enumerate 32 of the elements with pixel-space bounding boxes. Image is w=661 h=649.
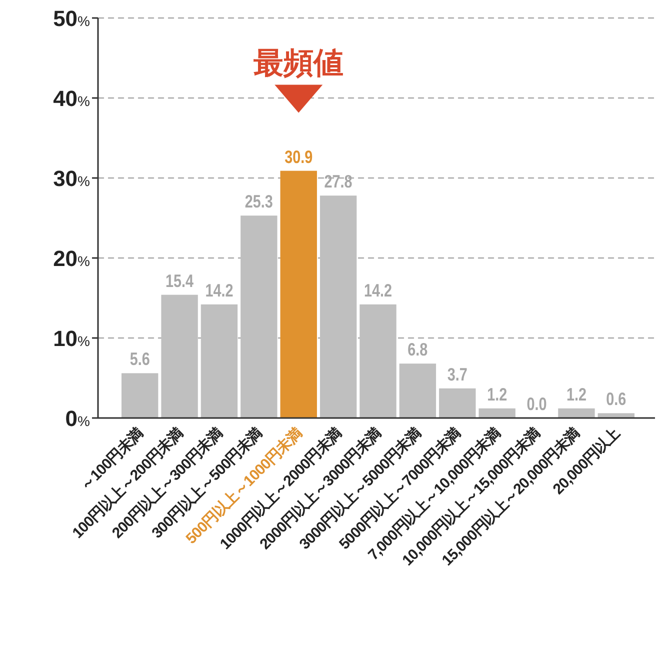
data-label: 14.2 xyxy=(205,280,234,301)
bar xyxy=(320,196,357,418)
bar xyxy=(360,304,396,418)
data-label: 27.8 xyxy=(324,172,352,192)
data-label: 1.2 xyxy=(487,384,508,405)
y-tick-label: 20% xyxy=(53,246,90,271)
data-label: 15.4 xyxy=(166,271,194,292)
data-label: 3.7 xyxy=(447,364,468,385)
data-label: 30.9 xyxy=(284,147,313,168)
bar xyxy=(280,170,317,418)
y-tick-label: 10% xyxy=(53,326,90,351)
bar xyxy=(478,408,516,418)
data-label: 1.2 xyxy=(566,384,586,405)
bar xyxy=(399,364,436,418)
data-label: 0.6 xyxy=(606,390,626,410)
bar xyxy=(598,413,634,418)
bar xyxy=(122,373,158,418)
annotation: 最頻値 xyxy=(254,46,344,80)
y-tick-label: 30% xyxy=(53,166,90,191)
bar xyxy=(439,388,476,418)
y-tick-label: 0% xyxy=(65,406,90,431)
bar xyxy=(161,294,198,418)
y-tick-label: 50% xyxy=(53,6,90,31)
data-label: 6.8 xyxy=(408,340,428,360)
data-label: 25.3 xyxy=(244,192,273,212)
bar xyxy=(200,304,238,418)
data-label: 14.2 xyxy=(364,280,392,301)
y-tick-label: 40% xyxy=(53,86,90,111)
bar xyxy=(240,216,278,418)
bar xyxy=(558,408,595,418)
data-label: 5.6 xyxy=(130,350,150,370)
data-label: 0.0 xyxy=(526,394,547,414)
